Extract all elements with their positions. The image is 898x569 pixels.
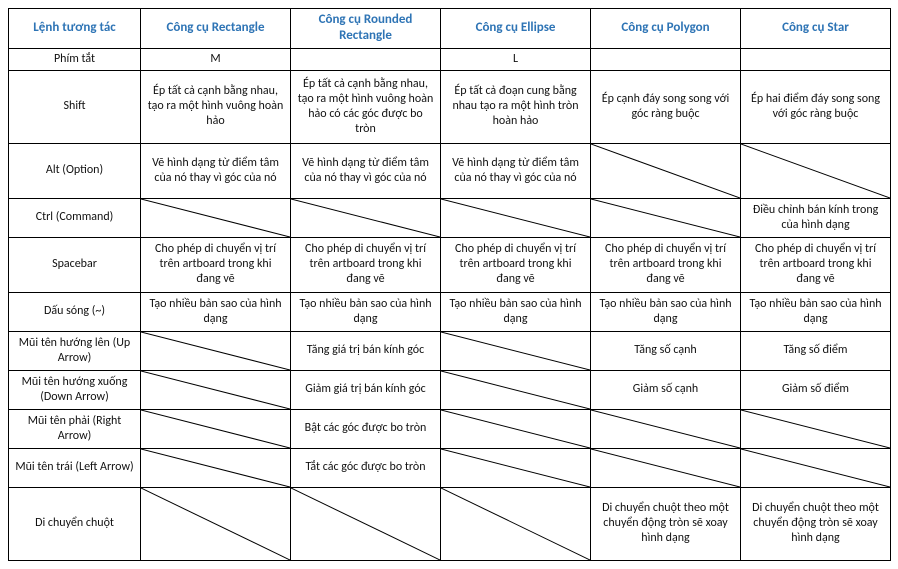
table-cell: [441, 448, 591, 487]
table-cell: [741, 143, 891, 198]
table-cell: Tạo nhiều bản sao của hình dạng: [441, 292, 591, 331]
table-cell: Ép tất cả cạnh bằng nhau, tạo ra một hìn…: [141, 70, 291, 143]
row-header: Mũi tên trái (Left Arrow): [9, 448, 141, 487]
table-cell: Ép hai điểm đáy song song với góc ràng b…: [741, 70, 891, 143]
table-row: Alt (Option)Vẽ hình dạng từ điểm tâm của…: [9, 143, 891, 198]
row-header: Mũi tên hướng lên (Up Arrow): [9, 331, 141, 370]
col-header: Công cụ Rounded Rectangle: [291, 9, 441, 49]
table-cell: [441, 487, 591, 560]
table-cell: Cho phép di chuyển vị trí trên artboard …: [141, 237, 291, 292]
table-cell: Giảm giá trị bán kính góc: [291, 370, 441, 409]
table-cell: Ép tất cả đoạn cung bằng nhau tạo ra một…: [441, 70, 591, 143]
table-cell: Tăng số điểm: [741, 331, 891, 370]
table-cell: Di chuyển chuột theo một chuyển động trò…: [741, 487, 891, 560]
row-header: Ctrl (Command): [9, 198, 141, 237]
table-cell: [141, 487, 291, 560]
table-cell: Tạo nhiều bản sao của hình dạng: [291, 292, 441, 331]
table-cell: Vẽ hình dạng từ điểm tâm của nó thay vì …: [441, 143, 591, 198]
table-cell: M: [141, 48, 291, 70]
table-cell: [291, 487, 441, 560]
table-cell: Tăng số cạnh: [591, 331, 741, 370]
table-row: Mũi tên phải (Right Arrow) Bật các góc đư…: [9, 409, 891, 448]
table-cell: [141, 370, 291, 409]
table-cell: [291, 48, 441, 70]
table-cell: [141, 198, 291, 237]
table-cell: [141, 331, 291, 370]
table-cell: Bật các góc được bo tròn: [291, 409, 441, 448]
table-cell: Cho phép di chuyển vị trí trên artboard …: [591, 237, 741, 292]
table-cell: L: [441, 48, 591, 70]
row-header: Shift: [9, 70, 141, 143]
table-cell: [441, 370, 591, 409]
table-cell: [591, 198, 741, 237]
row-header: Mũi tên phải (Right Arrow): [9, 409, 141, 448]
table-cell: [291, 198, 441, 237]
col-header: Công cụ Rectangle: [141, 9, 291, 49]
table-row: Phím tắtM L: [9, 48, 891, 70]
table-cell: [591, 448, 741, 487]
table-cell: Vẽ hình dạng từ điểm tâm của nó thay vì …: [141, 143, 291, 198]
table-row: Di chuyển chuột Di chuyển chuột theo một …: [9, 487, 891, 560]
col-header: Công cụ Polygon: [591, 9, 741, 49]
table-cell: [591, 48, 741, 70]
table-cell: Tạo nhiều bản sao của hình dạng: [741, 292, 891, 331]
row-header: Dấu sóng (~): [9, 292, 141, 331]
table-cell: Di chuyển chuột theo một chuyển động trò…: [591, 487, 741, 560]
header-row: Lệnh tương tác Công cụ Rectangle Công cụ…: [9, 9, 891, 49]
col-header: Công cụ Star: [741, 9, 891, 49]
table-row: Mũi tên hướng lên (Up Arrow) Tăng giá trị…: [9, 331, 891, 370]
table-cell: [591, 409, 741, 448]
table-cell: Điều chỉnh bán kính trong của hình dạng: [741, 198, 891, 237]
table-row: Dấu sóng (~)Tạo nhiều bản sao của hình d…: [9, 292, 891, 331]
table-cell: Giảm số điểm: [741, 370, 891, 409]
table-cell: [591, 143, 741, 198]
row-header: Spacebar: [9, 237, 141, 292]
table-cell: Cho phép di chuyển vị trí trên artboard …: [291, 237, 441, 292]
table-cell: [741, 448, 891, 487]
table-cell: Tắt các góc được bo tròn: [291, 448, 441, 487]
row-header: Mũi tên hướng xuống (Down Arrow): [9, 370, 141, 409]
row-header: Di chuyển chuột: [9, 487, 141, 560]
table-cell: [441, 198, 591, 237]
table-cell: Cho phép di chuyển vị trí trên artboard …: [741, 237, 891, 292]
table-cell: Cho phép di chuyển vị trí trên artboard …: [441, 237, 591, 292]
table-row: Ctrl (Command) Điều chỉnh bán kính trong …: [9, 198, 891, 237]
table-cell: Ép cạnh đáy song song với góc ràng buộc: [591, 70, 741, 143]
table-row: SpacebarCho phép di chuyển vị trí trên a…: [9, 237, 891, 292]
table-row: ShiftÉp tất cả cạnh bằng nhau, tạo ra mộ…: [9, 70, 891, 143]
table-cell: Giảm số cạnh: [591, 370, 741, 409]
table-cell: [441, 409, 591, 448]
table-cell: [741, 409, 891, 448]
table-cell: [441, 331, 591, 370]
row-header: Alt (Option): [9, 143, 141, 198]
table-cell: Vẽ hình dạng từ điểm tâm của nó thay vì …: [291, 143, 441, 198]
table-cell: Tạo nhiều bản sao của hình dạng: [141, 292, 291, 331]
table-cell: [741, 48, 891, 70]
col-header: Lệnh tương tác: [9, 9, 141, 49]
table-cell: [141, 409, 291, 448]
table-cell: Ép tất cả cạnh bằng nhau, tạo ra một hìn…: [291, 70, 441, 143]
table-cell: Tăng giá trị bán kính góc: [291, 331, 441, 370]
table-row: Mũi tên hướng xuống (Down Arrow) Giảm giá…: [9, 370, 891, 409]
table-row: Mũi tên trái (Left Arrow) Tắt các góc đượ…: [9, 448, 891, 487]
table-cell: Tạo nhiều bản sao của hình dạng: [591, 292, 741, 331]
table-body: Phím tắtMLShiftÉp tất cả cạnh bằng nhau,…: [9, 48, 891, 560]
table-cell: [141, 448, 291, 487]
row-header: Phím tắt: [9, 48, 141, 70]
col-header: Công cụ Ellipse: [441, 9, 591, 49]
shortcut-table: Lệnh tương tác Công cụ Rectangle Công cụ…: [8, 8, 891, 561]
